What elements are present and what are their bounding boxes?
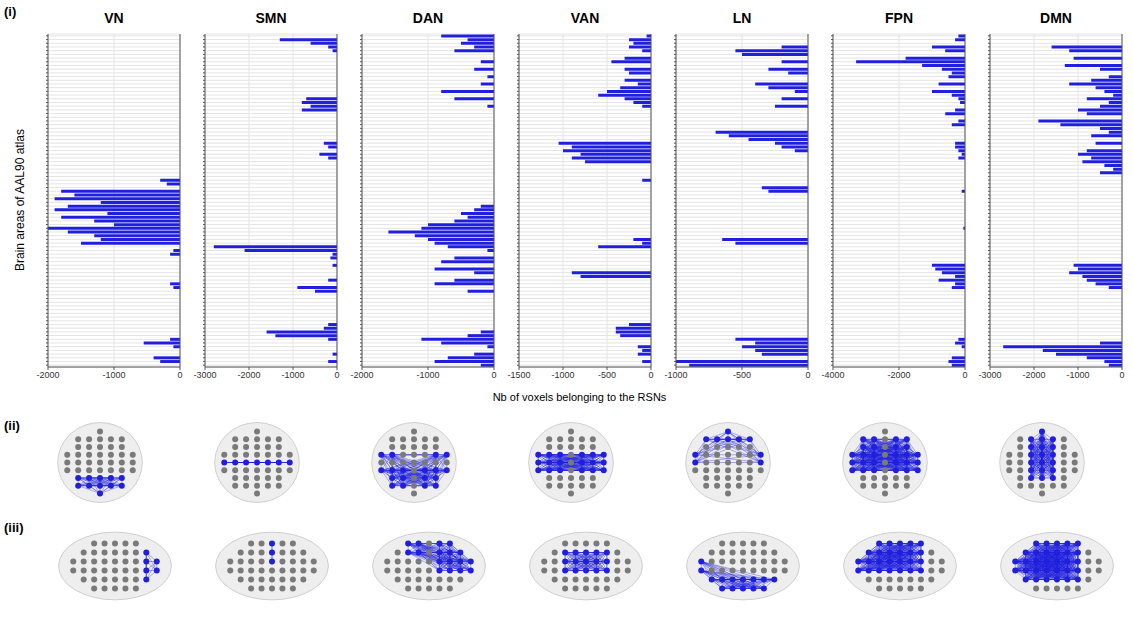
html-text:FPN: FPN	[885, 10, 913, 26]
svg-text:-2000: -2000	[237, 370, 260, 380]
svg-text:-3000: -3000	[193, 370, 216, 380]
svg-text:0: 0	[177, 370, 182, 380]
svg-text:0: 0	[805, 370, 810, 380]
svg-text:-1000: -1000	[551, 370, 574, 380]
svg-text:-500: -500	[598, 370, 616, 380]
svg-text:-1000: -1000	[664, 370, 687, 380]
html-text:LN: LN	[732, 10, 752, 26]
svg-text:-1000: -1000	[102, 370, 125, 380]
svg-text:-2000: -2000	[350, 370, 373, 380]
svg-text:0: 0	[334, 370, 339, 380]
svg-text:-1500: -1500	[507, 370, 530, 380]
svg-text:-2000: -2000	[36, 370, 59, 380]
html-text:(iii): (iii)	[4, 520, 24, 535]
html-text:DAN: DAN	[412, 10, 444, 26]
html-text:Nb of voxels belonging to the: Nb of voxels belonging to the RSNs	[492, 391, 667, 403]
html-text:VAN: VAN	[570, 10, 600, 26]
svg-text:0: 0	[1119, 370, 1124, 380]
html-text:DMN: DMN	[1040, 10, 1072, 26]
html-text:VN: VN	[104, 10, 124, 26]
svg-text:-4000: -4000	[821, 370, 844, 380]
svg-text:-2000: -2000	[1022, 370, 1045, 380]
svg-text:-1000: -1000	[1066, 370, 1089, 380]
svg-text:0: 0	[491, 370, 496, 380]
html-text:Brain areas of AAL90 atlas: Brain areas of AAL90 atlas	[13, 129, 27, 271]
html-text:SMN: SMN	[255, 10, 287, 26]
svg-text:-2000: -2000	[887, 370, 910, 380]
svg-text:-3000: -3000	[978, 370, 1001, 380]
svg-text:0: 0	[962, 370, 967, 380]
svg-text:-1000: -1000	[416, 370, 439, 380]
html-text:(ii): (ii)	[4, 418, 20, 433]
html-text:(i): (i)	[4, 4, 17, 19]
svg-text:0: 0	[648, 370, 653, 380]
svg-text:-1000: -1000	[281, 370, 304, 380]
svg-text:-500: -500	[733, 370, 751, 380]
